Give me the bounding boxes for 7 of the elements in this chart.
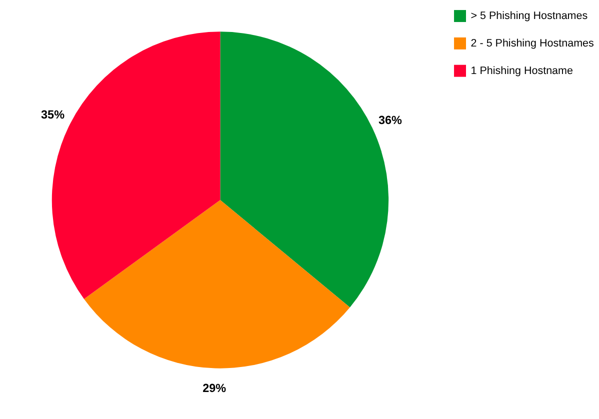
data-label: 35% <box>41 108 66 122</box>
data-label: 36% <box>378 114 403 127</box>
legend-label: 1 Phishing Hostname <box>470 64 573 77</box>
data-label: 29% <box>202 382 227 395</box>
legend-label: 2 - 5 Phishing Hostnames <box>470 37 594 50</box>
pie-slice <box>84 200 350 368</box>
legend-label: > 5 Phishing Hostnames <box>470 10 588 22</box>
